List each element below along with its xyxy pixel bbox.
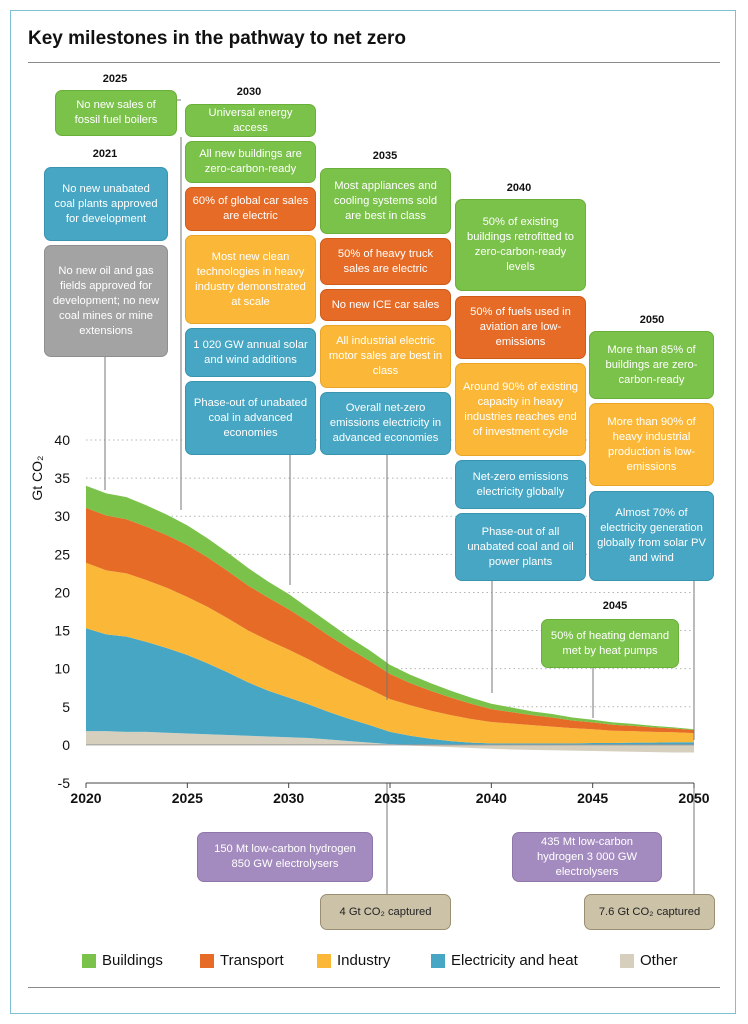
- y-tick-label: 25: [54, 546, 70, 562]
- capture-2050: 7.6 Gt CO₂ captured: [584, 894, 715, 930]
- milestone-2030-solar-wind: 1 020 GW annual solar and wind additions: [185, 328, 316, 377]
- area-buildings: [86, 485, 694, 731]
- capture-2035: 4 Gt CO₂ captured: [320, 894, 451, 930]
- milestone-2030-buildings: All new buildings are zero-carbon-ready: [185, 141, 316, 183]
- milestone-2040-electricity-global: Net-zero emissions electricity globally: [455, 460, 586, 509]
- milestone-2045-heat-pumps: 50% of heating demand met by heat pumps: [541, 619, 679, 668]
- legend-label: Buildings: [102, 952, 163, 969]
- year-heading-2050: 2050: [639, 314, 665, 326]
- legend-swatch: [620, 953, 634, 968]
- x-tick-label: 2045: [577, 790, 608, 806]
- y-tick-label: 30: [54, 508, 70, 524]
- milestone-2030-coal-phaseout: Phase-out of unabated coal in advanced e…: [185, 381, 316, 455]
- area-industry: [86, 562, 694, 744]
- legend-other: Other: [620, 952, 678, 969]
- milestone-2030-car-sales: 60% of global car sales are electric: [185, 187, 316, 231]
- milestone-2035-appliances: Most appliances and cooling systems sold…: [320, 168, 451, 234]
- milestone-2050-buildings: More than 85% of buildings are zero-carb…: [589, 331, 714, 399]
- hydrogen-2030: 150 Mt low-carbon hydrogen 850 GW electr…: [197, 832, 373, 882]
- milestone-2050-heavy-industry: More than 90% of heavy industrial produc…: [589, 403, 714, 486]
- bottom-divider: [28, 987, 720, 988]
- milestone-2040-aviation-fuels: 50% of fuels used in aviation are low-em…: [455, 296, 586, 359]
- milestone-2035-trucks: 50% of heavy truck sales are electric: [320, 238, 451, 285]
- year-heading-2025: 2025: [102, 73, 128, 85]
- legend-electricity: Electricity and heat: [431, 952, 578, 969]
- y-tick-label: 5: [62, 699, 70, 715]
- y-tick-label: 40: [54, 432, 70, 448]
- x-tick-label: 2025: [172, 790, 203, 806]
- y-tick-label: 35: [54, 470, 70, 486]
- title-divider: [28, 62, 720, 63]
- x-tick-label: 2040: [476, 790, 507, 806]
- hydrogen-2050: 435 Mt low-carbon hydrogen 3 000 GW elec…: [512, 832, 662, 882]
- y-axis-label: Gt CO₂: [29, 456, 45, 501]
- area-electricity-and-heat: [86, 628, 694, 745]
- year-heading-2040: 2040: [506, 182, 532, 194]
- year-heading-2021: 2021: [92, 148, 118, 160]
- legend-swatch: [200, 953, 214, 968]
- figure-frame: [10, 10, 736, 1014]
- legend-swatch: [317, 953, 331, 968]
- milestone-2035-ice-cars: No new ICE car sales: [320, 289, 451, 321]
- milestone-2050-solar-wind: Almost 70% of electricity generation glo…: [589, 491, 714, 581]
- legend-industry: Industry: [317, 952, 390, 969]
- milestone-2025-boilers: No new sales of fossil fuel boilers: [55, 90, 177, 136]
- y-tick-label: 0: [62, 737, 70, 753]
- x-tick-label: 2020: [70, 790, 101, 806]
- legend-label: Industry: [337, 952, 391, 969]
- milestone-2035-motors: All industrial electric motor sales are …: [320, 325, 451, 388]
- x-tick-label: 2030: [273, 790, 304, 806]
- y-tick-label: 10: [54, 661, 70, 677]
- milestone-2030-heavy-industry: Most new clean technologies in heavy ind…: [185, 235, 316, 324]
- milestone-2035-electricity-advanced: Overall net-zero emissions electricity i…: [320, 392, 451, 455]
- y-tick-label: 20: [54, 584, 70, 600]
- x-tick-label: 2035: [374, 790, 405, 806]
- year-heading-2035: 2035: [372, 150, 398, 162]
- chart-legend: Buildings Transport Industry Electricity…: [0, 952, 748, 972]
- legend-label: Other: [640, 952, 678, 969]
- milestone-2040-heavy-industry-cycle: Around 90% of existing capacity in heavy…: [455, 363, 586, 456]
- milestone-2040-retrofits: 50% of existing buildings retrofitted to…: [455, 199, 586, 291]
- area-transport: [86, 507, 694, 734]
- y-tick-label: -5: [58, 775, 71, 791]
- legend-transport: Transport: [200, 952, 284, 969]
- year-heading-2030: 2030: [236, 86, 262, 98]
- year-heading-2045: 2045: [602, 600, 628, 612]
- legend-label: Transport: [220, 952, 284, 969]
- legend-buildings: Buildings: [82, 952, 163, 969]
- y-tick-label: 15: [54, 623, 70, 639]
- legend-swatch: [82, 953, 96, 968]
- page-title: Key milestones in the pathway to net zer…: [28, 28, 406, 49]
- x-tick-label: 2050: [678, 790, 709, 806]
- area-other: [86, 731, 694, 753]
- milestone-2030-energy-access: Universal energy access: [185, 104, 316, 137]
- milestone-2021-oil-gas: No new oil and gas fields approved for d…: [44, 245, 168, 357]
- milestone-2040-coal-oil-phaseout: Phase-out of all unabated coal and oil p…: [455, 513, 586, 581]
- legend-swatch: [431, 953, 445, 968]
- legend-label: Electricity and heat: [451, 952, 578, 969]
- milestone-2021-coal-plants: No new unabated coal plants approved for…: [44, 167, 168, 241]
